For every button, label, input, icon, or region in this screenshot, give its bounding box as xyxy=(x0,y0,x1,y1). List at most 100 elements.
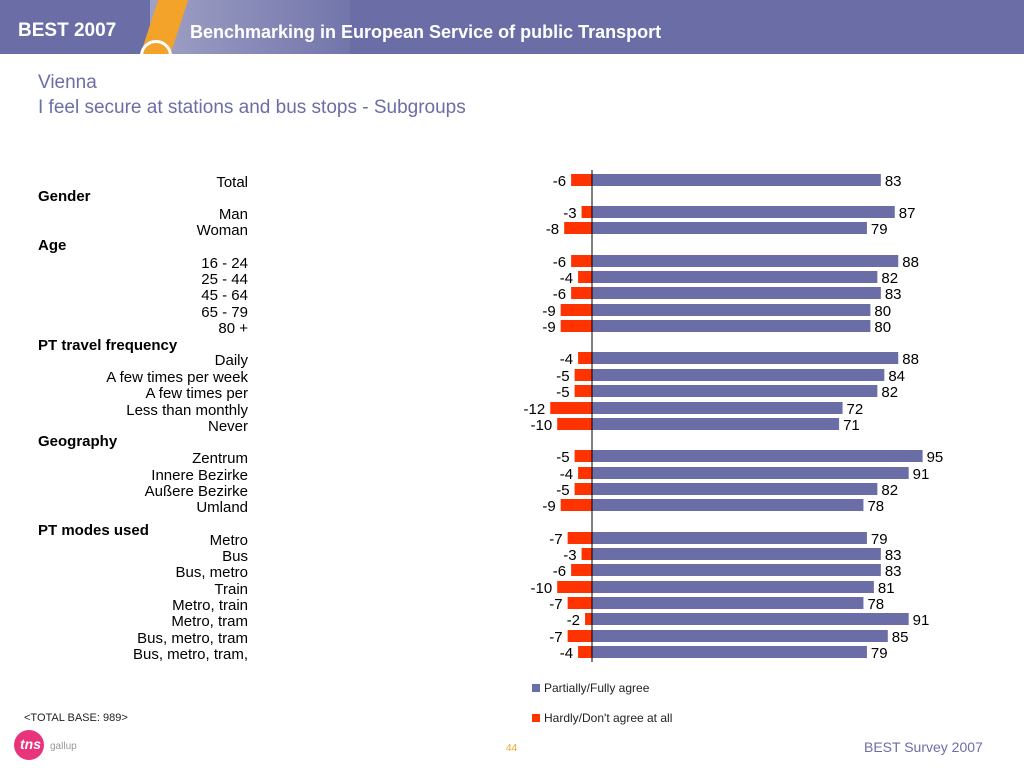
disagree-value-label: -6 xyxy=(553,563,566,580)
disagree-value-label: -10 xyxy=(531,417,553,434)
agree-value-label: 79 xyxy=(871,531,888,548)
group-header-label: PT modes used xyxy=(38,522,149,539)
disagree-value-label: -2 xyxy=(567,612,580,629)
page-title: Vienna xyxy=(38,72,97,93)
disagree-value-label: -5 xyxy=(556,449,569,466)
disagree-value-label: -12 xyxy=(524,401,546,418)
disagree-bar xyxy=(550,402,592,414)
row-label: 45 - 64 xyxy=(201,287,248,304)
row-label: 25 - 44 xyxy=(201,271,248,288)
row-label: Total xyxy=(216,174,248,191)
row-label: Außere Bezirke xyxy=(145,483,248,500)
disagree-bar xyxy=(574,450,592,462)
tns-gallup-logo: tns gallup xyxy=(14,730,77,762)
agree-value-label: 79 xyxy=(871,645,888,662)
legend-disagree-swatch xyxy=(532,714,540,722)
row-label: Never xyxy=(208,418,248,435)
disagree-value-label: -6 xyxy=(553,173,566,190)
agree-value-label: 84 xyxy=(888,368,905,385)
row-label: Zentrum xyxy=(192,450,248,467)
disagree-bar xyxy=(560,304,592,316)
disagree-bar xyxy=(585,613,592,625)
agree-value-label: 91 xyxy=(913,466,930,483)
agree-bar xyxy=(592,646,867,658)
agree-bar xyxy=(592,564,881,576)
row-label: Train xyxy=(214,581,248,598)
agree-value-label: 88 xyxy=(902,254,919,271)
legend-agree-label: Partially/Fully agree xyxy=(544,681,650,695)
logo-circle xyxy=(14,730,44,760)
logo-subtext: gallup xyxy=(50,741,77,752)
disagree-bar xyxy=(581,206,592,218)
header-banner: BEST 2007 Benchmarking in European Servi… xyxy=(0,0,1024,54)
row-label: Bus xyxy=(222,548,248,565)
disagree-value-label: -7 xyxy=(549,531,562,548)
agree-value-label: 83 xyxy=(885,547,902,564)
agree-bar xyxy=(592,418,840,430)
agree-bar xyxy=(592,613,909,625)
row-label: Metro xyxy=(210,532,248,549)
row-label: 80 + xyxy=(218,320,248,337)
disagree-bar xyxy=(571,564,592,576)
disagree-value-label: -3 xyxy=(563,547,576,564)
agree-bar xyxy=(592,369,885,381)
disagree-value-label: -6 xyxy=(553,286,566,303)
disagree-bar xyxy=(571,174,592,186)
agree-value-label: 83 xyxy=(885,286,902,303)
group-header-label: PT travel frequency xyxy=(38,337,178,354)
agree-value-label: 78 xyxy=(867,498,884,515)
disagree-value-label: -5 xyxy=(556,482,569,499)
agree-value-label: 82 xyxy=(881,384,898,401)
row-label: 65 - 79 xyxy=(201,304,248,321)
agree-value-label: 79 xyxy=(871,221,888,238)
agree-bar xyxy=(592,206,895,218)
agree-bar xyxy=(592,597,864,609)
agree-value-label: 80 xyxy=(874,319,891,336)
disagree-bar xyxy=(564,222,592,234)
agree-bar xyxy=(592,630,888,642)
group-header-label: Age xyxy=(38,237,66,254)
agree-bar xyxy=(592,385,878,397)
agree-value-label: 83 xyxy=(885,173,902,190)
row-label: Daily xyxy=(215,352,249,369)
agree-bar xyxy=(592,450,923,462)
agree-value-label: 83 xyxy=(885,563,902,580)
agree-value-label: 95 xyxy=(927,449,944,466)
disagree-bar xyxy=(578,271,592,283)
disagree-value-label: -10 xyxy=(531,580,553,597)
agree-bar xyxy=(592,483,878,495)
agree-bar xyxy=(592,174,881,186)
agree-bar xyxy=(592,271,878,283)
row-label: Bus, metro, tram xyxy=(137,630,248,647)
disagree-value-label: -4 xyxy=(560,270,573,287)
row-label: Metro, train xyxy=(172,597,248,614)
agree-bar xyxy=(592,255,899,267)
legend-agree: Partially/Fully agree xyxy=(532,681,649,695)
disagree-bar xyxy=(557,581,592,593)
agree-bar xyxy=(592,467,909,479)
disagree-bar xyxy=(560,320,592,332)
group-header-label: Geography xyxy=(38,433,118,450)
disagree-bar xyxy=(567,597,592,609)
legend-disagree: Hardly/Don't agree at all xyxy=(532,711,672,725)
disagree-value-label: -9 xyxy=(542,303,555,320)
disagree-value-label: -3 xyxy=(563,205,576,222)
disagree-bar xyxy=(571,287,592,299)
agree-value-label: 91 xyxy=(913,612,930,629)
banner-brand: BEST 2007 xyxy=(18,20,117,41)
disagree-bar xyxy=(578,352,592,364)
agree-bar xyxy=(592,532,867,544)
row-label: Umland xyxy=(196,499,248,516)
row-label: 16 - 24 xyxy=(201,255,248,272)
banner-title: Benchmarking in European Service of publ… xyxy=(190,22,662,42)
agree-bar xyxy=(592,222,867,234)
disagree-value-label: -5 xyxy=(556,384,569,401)
disagree-value-label: -9 xyxy=(542,498,555,515)
disagree-bar xyxy=(578,467,592,479)
row-label: Less than monthly xyxy=(126,402,248,419)
legend-disagree-label: Hardly/Don't agree at all xyxy=(544,711,673,725)
agree-value-label: 81 xyxy=(878,580,895,597)
disagree-bar xyxy=(571,255,592,267)
agree-value-label: 71 xyxy=(843,417,860,434)
disagree-bar xyxy=(557,418,592,430)
